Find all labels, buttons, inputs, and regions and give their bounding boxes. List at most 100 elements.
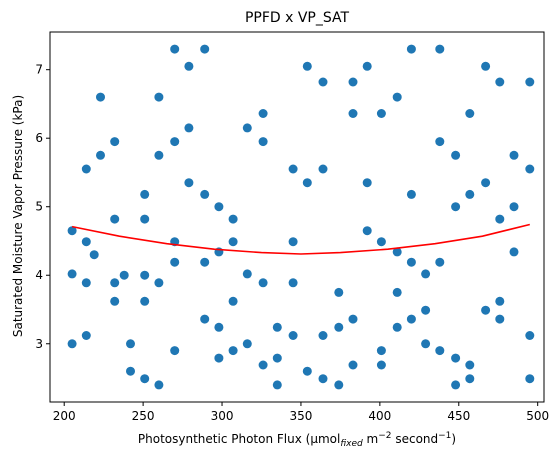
scatter-point [126,366,135,376]
scatter-point [67,226,77,236]
scatter-point [376,237,386,247]
x-tick-label: 350 [289,409,312,423]
scatter-point [465,109,475,118]
plot-frame [49,31,545,403]
scatter-point [272,353,282,363]
scatter-point [258,360,268,370]
scatter-point [258,137,268,147]
scatter-point [242,123,252,133]
scatter-point [214,322,224,332]
scatter-point [509,247,519,257]
scatter-point [348,77,358,87]
scatter-point [421,339,431,349]
scatter-point [421,305,431,315]
scatter-point [67,339,77,349]
scatter-point [465,189,475,199]
scatter-point [495,77,505,87]
scatter-point [110,137,120,147]
scatter-point [67,269,77,279]
scatter-point [334,287,344,297]
scatter-point [288,278,298,288]
scatter-point [481,61,491,71]
scatter-point [81,331,91,340]
scatter-point [170,257,180,267]
points-layer [67,44,535,390]
scatter-point [392,322,402,332]
scatter-point [435,44,445,54]
scatter-point [200,44,210,54]
scatter-point [214,353,224,363]
scatter-point [406,314,416,324]
x-ticks: 200 250 300 350 400 450 500 [53,402,549,423]
scatter-point [228,214,238,224]
y-tick-label: 6 [35,131,43,145]
x-axis-label-sup1: −2 [378,431,391,441]
scatter-point [200,314,210,324]
scatter-point [228,346,238,356]
scatter-point [140,296,150,306]
y-tick-label: 7 [35,63,43,77]
scatter-point [406,257,416,267]
scatter-point [96,150,105,160]
scatter-point [421,269,431,279]
x-tick-label: 250 [132,409,155,423]
fit-layer [71,223,530,255]
scatter-point [376,109,386,118]
y-tick-label: 3 [35,337,43,351]
scatter-point [140,189,150,199]
scatter-point [318,164,328,174]
scatter-point [154,92,164,102]
scatter-point [110,278,120,288]
scatter-point [272,322,282,332]
scatter-point [140,214,150,224]
scatter-point [348,314,358,324]
scatter-point [288,331,298,340]
scatter-point [170,44,180,54]
scatter-point [258,278,268,288]
scatter-point [362,178,372,188]
fit-curve [71,223,530,255]
scatter-point [89,250,99,260]
scatter-point [481,178,491,188]
scatter-point [376,360,386,370]
y-tick-label: 4 [35,268,43,282]
scatter-point [435,346,445,356]
scatter-point [334,322,344,332]
scatter-point [228,296,238,306]
scatter-point [302,178,312,188]
scatter-point [495,214,505,224]
x-axis-label-mid2: second [392,432,439,446]
scatter-point [392,287,402,297]
y-tick-label: 5 [35,200,43,214]
x-axis-label-post: ) [451,432,456,446]
scatter-point [362,226,372,236]
scatter-point [140,270,150,280]
x-tick-label: 200 [53,409,76,423]
scatter-point [184,61,194,71]
scatter-point [392,247,402,257]
scatter-point [272,380,282,390]
scatter-point [258,109,268,118]
scatter-point [465,360,475,370]
scatter-point [509,150,519,160]
scatter-point [154,150,164,160]
scatter-point [214,202,224,212]
scatter-point [200,189,210,199]
scatter-point [451,202,461,212]
scatter-point [435,257,445,267]
scatter-point [525,374,535,384]
scatter-point [362,61,372,71]
scatter-point [392,92,402,102]
x-axis-label: Photosynthetic Photon Flux (μmolfixed m−… [138,431,456,449]
scatter-point [302,61,312,71]
scatter-point [465,374,475,384]
scatter-point [126,339,135,349]
scatter-point [318,331,328,340]
x-axis-label-sub: fixed [340,439,363,449]
scatter-point [406,189,416,199]
x-tick-label: 400 [368,409,391,423]
scatter-point [119,270,129,280]
x-tick-label: 450 [447,409,470,423]
scatter-point [348,109,358,118]
scatter-point [406,44,416,54]
